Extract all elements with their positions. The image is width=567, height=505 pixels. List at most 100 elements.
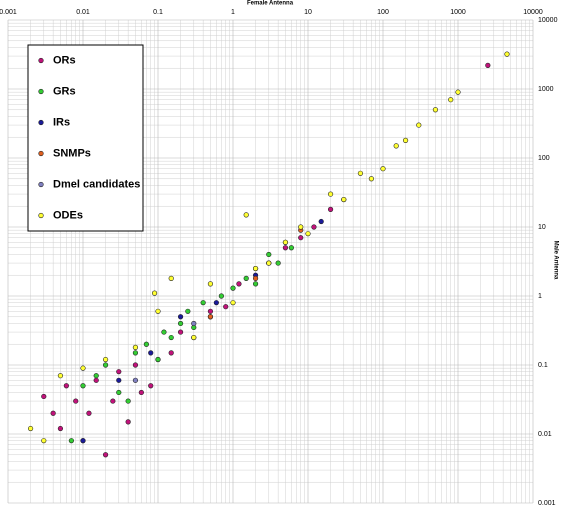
data-point bbox=[455, 89, 461, 95]
data-point bbox=[311, 224, 317, 230]
data-point bbox=[318, 218, 324, 225]
x-tick-label: 100 bbox=[377, 9, 389, 16]
data-point bbox=[327, 191, 334, 197]
data-point bbox=[27, 425, 34, 432]
data-point bbox=[125, 419, 131, 425]
data-point bbox=[138, 389, 144, 396]
data-point bbox=[102, 362, 109, 368]
data-point bbox=[155, 356, 161, 363]
data-point bbox=[357, 170, 364, 176]
x-tick-label: 0.001 bbox=[0, 9, 17, 16]
data-point bbox=[243, 275, 249, 281]
data-point bbox=[177, 320, 184, 327]
data-point bbox=[380, 166, 386, 172]
data-point bbox=[223, 304, 229, 310]
data-point bbox=[168, 334, 174, 341]
legend-box bbox=[27, 44, 144, 232]
y-tick-label: 100 bbox=[538, 155, 550, 162]
data-point bbox=[368, 176, 374, 182]
y-axis-title: Male Antenna bbox=[552, 241, 558, 280]
x-axis-title: Female Antenna bbox=[247, 1, 294, 7]
y-tick-label: 0.1 bbox=[538, 362, 548, 369]
data-point bbox=[416, 122, 422, 128]
data-point bbox=[213, 300, 219, 306]
data-point bbox=[116, 369, 122, 375]
data-point bbox=[148, 350, 154, 356]
data-point bbox=[298, 224, 304, 230]
y-tick-label: 0.001 bbox=[538, 500, 556, 505]
data-point bbox=[57, 425, 64, 432]
data-point bbox=[200, 300, 206, 306]
data-point bbox=[282, 245, 289, 251]
data-point bbox=[68, 438, 74, 444]
data-point bbox=[155, 308, 161, 314]
data-point bbox=[218, 293, 224, 299]
data-point bbox=[252, 281, 259, 287]
x-tick-label: 0.01 bbox=[76, 9, 90, 16]
data-point bbox=[402, 137, 409, 143]
legend-label: GRs bbox=[53, 85, 76, 97]
data-point bbox=[161, 329, 167, 335]
y-tick-label: 10000 bbox=[538, 17, 558, 24]
data-point bbox=[207, 314, 214, 320]
y-tick-label: 1000 bbox=[538, 86, 554, 93]
legend-label: Dmel candidates bbox=[53, 178, 140, 190]
data-point bbox=[86, 410, 92, 416]
data-point bbox=[432, 107, 439, 113]
data-point bbox=[168, 275, 174, 281]
x-tick-label: 10000 bbox=[523, 9, 543, 16]
data-point bbox=[282, 239, 289, 245]
data-point bbox=[80, 383, 86, 389]
data-point bbox=[177, 329, 184, 335]
x-tick-label: 10 bbox=[304, 9, 312, 16]
legend-label: ODEs bbox=[53, 209, 83, 221]
data-point bbox=[230, 300, 236, 306]
legend-marker bbox=[38, 181, 44, 188]
data-point bbox=[504, 51, 510, 57]
data-point bbox=[102, 356, 109, 363]
data-point bbox=[110, 398, 116, 404]
x-tick-label: 1 bbox=[231, 9, 235, 16]
data-point bbox=[448, 97, 454, 103]
data-point bbox=[252, 275, 259, 281]
data-point bbox=[143, 341, 149, 347]
data-point bbox=[116, 377, 122, 383]
data-point bbox=[93, 373, 99, 379]
data-point bbox=[341, 196, 347, 203]
x-tick-label: 0.1 bbox=[153, 9, 163, 16]
y-tick-label: 1 bbox=[538, 293, 542, 300]
data-point bbox=[305, 231, 311, 237]
data-point bbox=[132, 344, 139, 350]
data-point bbox=[177, 314, 184, 320]
data-point bbox=[288, 245, 294, 251]
data-point bbox=[132, 350, 139, 356]
data-point bbox=[116, 389, 122, 396]
legend-label: ORs bbox=[53, 54, 76, 66]
data-point bbox=[57, 373, 64, 379]
data-point bbox=[80, 438, 86, 444]
data-point bbox=[298, 235, 304, 241]
data-point bbox=[393, 143, 399, 149]
data-point bbox=[168, 350, 174, 356]
legend-marker bbox=[38, 150, 44, 157]
data-point bbox=[132, 362, 139, 368]
data-point bbox=[63, 383, 69, 389]
legend-marker bbox=[38, 57, 44, 64]
data-point bbox=[185, 308, 191, 314]
data-point bbox=[243, 212, 249, 218]
data-point bbox=[191, 334, 197, 341]
data-point bbox=[73, 398, 79, 404]
legend-marker bbox=[38, 119, 44, 126]
x-tick-label: 1000 bbox=[450, 9, 466, 16]
data-point bbox=[252, 265, 259, 272]
data-point bbox=[207, 281, 214, 287]
data-point bbox=[148, 383, 154, 389]
data-point bbox=[207, 308, 214, 314]
legend-label: IRs bbox=[53, 116, 70, 128]
data-point bbox=[41, 393, 47, 400]
data-point bbox=[327, 206, 334, 212]
data-point bbox=[191, 320, 197, 327]
data-point bbox=[266, 260, 272, 266]
